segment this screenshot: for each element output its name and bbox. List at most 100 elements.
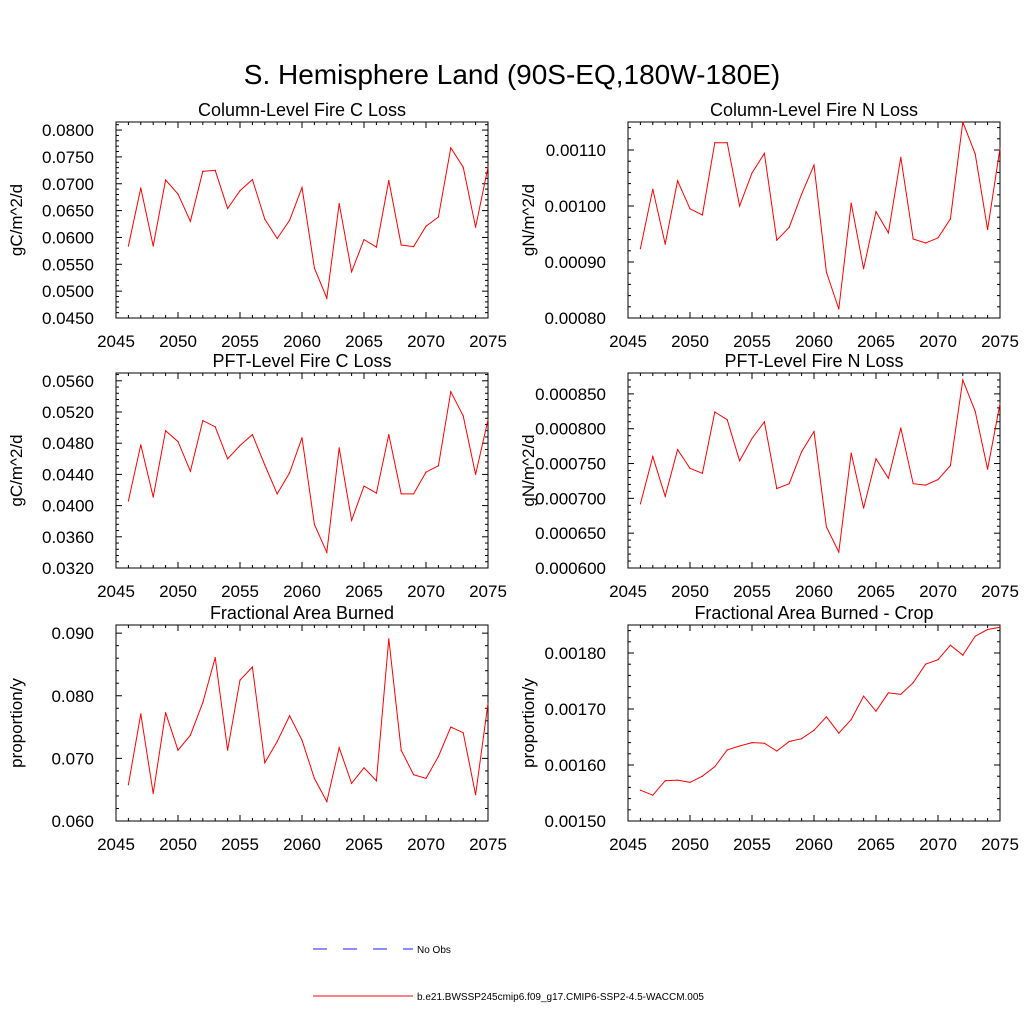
y-tick-label: 0.0700 xyxy=(42,175,94,194)
data-point xyxy=(639,789,642,791)
data-point xyxy=(313,777,315,780)
data-point xyxy=(739,460,741,462)
x-tick-label: 2055 xyxy=(733,582,771,601)
data-point xyxy=(838,551,840,553)
data-point xyxy=(165,712,167,714)
data-point xyxy=(375,780,377,782)
data-point xyxy=(999,147,1001,149)
data-point xyxy=(887,477,890,479)
x-tick-label: 2060 xyxy=(283,582,321,601)
data-point xyxy=(437,755,439,758)
data-point xyxy=(999,403,1001,405)
y-tick-label: 0.070 xyxy=(51,749,94,768)
data-point xyxy=(239,444,241,447)
data-point xyxy=(850,202,852,204)
data-point xyxy=(825,526,828,528)
data-point xyxy=(363,767,365,769)
data-point xyxy=(701,775,704,777)
data-point xyxy=(801,738,803,740)
y-tick-label: 0.0480 xyxy=(42,434,94,453)
data-point xyxy=(925,663,927,665)
data-point xyxy=(863,695,865,697)
data-point xyxy=(202,702,204,704)
data-point xyxy=(925,242,927,244)
data-point xyxy=(127,784,129,786)
data-point xyxy=(962,654,964,656)
panel-4: PFT-Level Fire N Loss gN/m^2/d 2045 2050 205… xyxy=(519,351,1019,601)
data-point xyxy=(652,456,654,458)
data-point xyxy=(776,750,778,752)
data-point xyxy=(388,638,390,640)
data-point xyxy=(949,644,952,646)
data-point xyxy=(214,169,216,171)
data-point xyxy=(351,782,353,785)
series-line xyxy=(127,146,489,301)
data-point xyxy=(326,297,328,299)
x-tick-label: 2065 xyxy=(857,835,895,854)
x-tick-label: 2075 xyxy=(469,835,507,854)
x-tick-label: 2055 xyxy=(221,835,259,854)
data-point xyxy=(413,246,415,248)
data-point xyxy=(127,245,129,247)
data-point xyxy=(301,186,303,189)
x-tick-label: 2060 xyxy=(795,835,833,854)
data-point xyxy=(152,496,154,498)
data-point xyxy=(264,762,266,764)
data-point xyxy=(887,692,890,694)
data-point xyxy=(301,437,303,439)
data-point xyxy=(900,427,902,429)
data-point xyxy=(664,495,666,497)
data-point xyxy=(363,485,365,487)
data-point xyxy=(363,239,365,241)
data-point xyxy=(937,479,939,481)
data-point xyxy=(475,473,477,475)
data-point xyxy=(475,226,477,228)
data-point xyxy=(251,178,253,181)
x-tick-label: 2055 xyxy=(221,582,259,601)
data-point xyxy=(326,551,328,554)
data-point xyxy=(739,745,741,747)
panel-3: PFT-Level Fire C Loss gC/m^2/d 2045 2050 205… xyxy=(7,351,507,601)
x-tick-label: 2070 xyxy=(407,582,445,601)
data-point xyxy=(462,732,464,734)
x-tick-label: 2060 xyxy=(283,835,321,854)
data-point xyxy=(850,452,852,454)
data-point xyxy=(689,208,691,210)
data-point xyxy=(388,434,390,436)
data-point xyxy=(987,228,989,231)
y-axis-label: proportion/y xyxy=(519,678,538,768)
series-line xyxy=(127,638,489,804)
data-point xyxy=(437,465,439,467)
y-tick-label: 0.0750 xyxy=(42,148,94,167)
x-tick-label: 2060 xyxy=(795,332,833,351)
data-point xyxy=(425,777,427,780)
data-point xyxy=(850,719,852,721)
data-point xyxy=(813,164,815,166)
data-point xyxy=(639,503,642,505)
x-tick-label: 2045 xyxy=(97,835,135,854)
data-point xyxy=(189,470,191,472)
data-point xyxy=(413,493,415,495)
x-tick-label: 2045 xyxy=(609,835,647,854)
plot-frame xyxy=(627,372,1001,569)
data-point xyxy=(987,468,989,470)
data-point xyxy=(140,713,142,715)
y-tick-label: 0.0520 xyxy=(42,403,94,422)
data-point xyxy=(974,153,976,155)
x-tick-label: 2065 xyxy=(345,835,383,854)
data-point xyxy=(801,451,803,453)
data-point xyxy=(701,214,704,216)
data-point xyxy=(425,471,427,473)
data-point xyxy=(251,434,253,436)
data-point xyxy=(165,179,167,181)
x-tick-label: 2045 xyxy=(97,582,135,601)
series-line xyxy=(639,121,1001,310)
data-point xyxy=(400,749,402,751)
x-tick-label: 2045 xyxy=(609,332,647,351)
y-tick-label: 0.0600 xyxy=(42,228,94,247)
data-point xyxy=(763,742,766,744)
y-tick-label: 0.0450 xyxy=(42,309,94,328)
data-point xyxy=(338,447,340,449)
data-point xyxy=(313,523,315,525)
data-point xyxy=(301,739,303,741)
